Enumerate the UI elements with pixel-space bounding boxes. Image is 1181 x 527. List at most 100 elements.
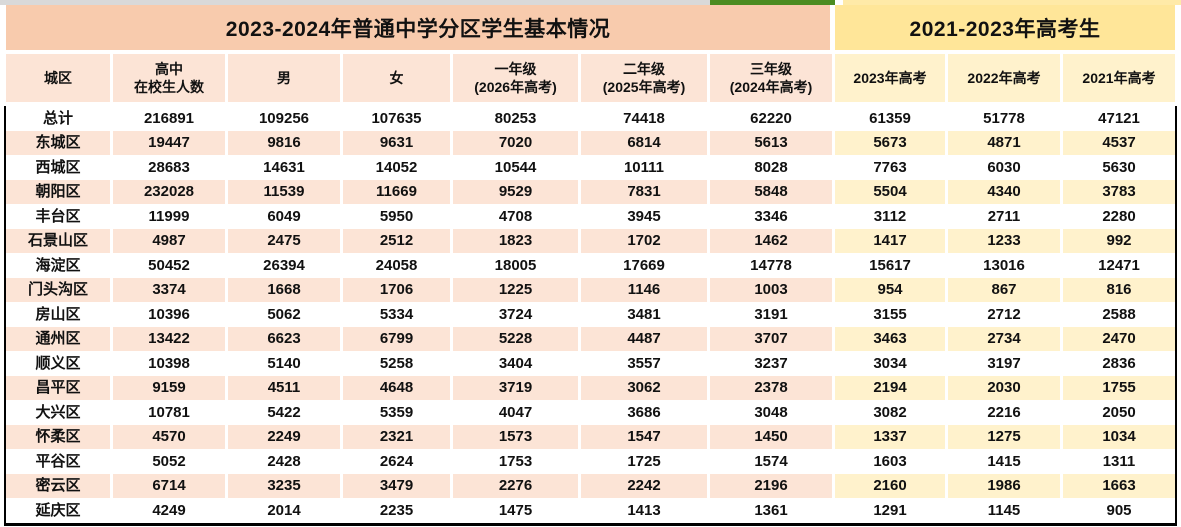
cell-grade3[interactable]: 1574	[710, 449, 835, 474]
cell-grade1[interactable]: 7020	[453, 130, 581, 156]
cell-male[interactable]: 14631	[228, 155, 343, 180]
cell-hs-total[interactable]: 4249	[113, 498, 228, 523]
cell-grade1[interactable]: 5228	[453, 326, 581, 352]
cell-grade2[interactable]: 1547	[581, 424, 710, 450]
cell-grade1[interactable]: 1225	[453, 277, 581, 303]
cell-grade3[interactable]: 8028	[710, 155, 835, 180]
cell-female[interactable]: 107635	[343, 106, 453, 131]
cell-gaokao-2022[interactable]: 1986	[948, 473, 1063, 499]
cell-male[interactable]: 109256	[228, 106, 343, 131]
cell-female[interactable]: 5258	[343, 351, 453, 376]
cell-district[interactable]: 朝阳区	[6, 179, 113, 205]
cell-grade1[interactable]: 1573	[453, 424, 581, 450]
cell-hs-total[interactable]: 216891	[113, 106, 228, 131]
cell-grade2[interactable]: 3557	[581, 351, 710, 376]
column-header-gaokao-2022[interactable]: 2022年高考	[948, 54, 1063, 106]
cell-gaokao-2023[interactable]: 1337	[835, 424, 948, 450]
cell-gaokao-2021[interactable]: 2588	[1063, 302, 1175, 327]
cell-gaokao-2021[interactable]: 47121	[1063, 106, 1175, 131]
cell-grade3[interactable]: 1003	[710, 277, 835, 303]
cell-female[interactable]: 2624	[343, 449, 453, 474]
cell-gaokao-2022[interactable]: 13016	[948, 253, 1063, 278]
cell-female[interactable]: 9631	[343, 130, 453, 156]
cell-gaokao-2021[interactable]: 2280	[1063, 204, 1175, 229]
cell-hs-total[interactable]: 10781	[113, 400, 228, 425]
cell-male[interactable]: 2249	[228, 424, 343, 450]
cell-district[interactable]: 密云区	[6, 473, 113, 499]
cell-female[interactable]: 24058	[343, 253, 453, 278]
cell-gaokao-2022[interactable]: 2216	[948, 400, 1063, 425]
cell-grade3[interactable]: 62220	[710, 106, 835, 131]
cell-hs-total[interactable]: 5052	[113, 449, 228, 474]
cell-gaokao-2022[interactable]: 2734	[948, 326, 1063, 352]
cell-gaokao-2021[interactable]: 905	[1063, 498, 1175, 523]
cell-gaokao-2021[interactable]: 1663	[1063, 473, 1175, 499]
cell-male[interactable]: 9816	[228, 130, 343, 156]
cell-district[interactable]: 东城区	[6, 130, 113, 156]
cell-gaokao-2022[interactable]: 2030	[948, 375, 1063, 401]
cell-grade2[interactable]: 3686	[581, 400, 710, 425]
cell-gaokao-2022[interactable]: 4871	[948, 130, 1063, 156]
column-header-grade1[interactable]: 一年级 (2026年高考)	[453, 54, 581, 106]
cell-male[interactable]: 6623	[228, 326, 343, 352]
cell-gaokao-2023[interactable]: 3463	[835, 326, 948, 352]
cell-male[interactable]: 2014	[228, 498, 343, 523]
cell-male[interactable]: 26394	[228, 253, 343, 278]
cell-gaokao-2022[interactable]: 1415	[948, 449, 1063, 474]
cell-grade3[interactable]: 1462	[710, 228, 835, 254]
cell-gaokao-2023[interactable]: 2194	[835, 375, 948, 401]
cell-gaokao-2021[interactable]: 816	[1063, 277, 1175, 303]
cell-grade2[interactable]: 1702	[581, 228, 710, 254]
cell-male[interactable]: 5140	[228, 351, 343, 376]
cell-female[interactable]: 11669	[343, 179, 453, 205]
cell-district[interactable]: 丰台区	[6, 204, 113, 229]
cell-gaokao-2023[interactable]: 954	[835, 277, 948, 303]
right-section-title[interactable]: 2021-2023年高考生	[835, 5, 1175, 54]
cell-gaokao-2023[interactable]: 1291	[835, 498, 948, 523]
cell-female[interactable]: 2321	[343, 424, 453, 450]
cell-gaokao-2021[interactable]: 12471	[1063, 253, 1175, 278]
cell-gaokao-2022[interactable]: 2711	[948, 204, 1063, 229]
cell-district[interactable]: 昌平区	[6, 375, 113, 401]
column-header-gaokao-2023[interactable]: 2023年高考	[835, 54, 948, 106]
cell-female[interactable]: 2235	[343, 498, 453, 523]
cell-gaokao-2021[interactable]: 1034	[1063, 424, 1175, 450]
cell-gaokao-2022[interactable]: 51778	[948, 106, 1063, 131]
cell-grade2[interactable]: 6814	[581, 130, 710, 156]
cell-gaokao-2022[interactable]: 4340	[948, 179, 1063, 205]
cell-district[interactable]: 海淀区	[6, 253, 113, 278]
cell-grade1[interactable]: 2276	[453, 473, 581, 499]
cell-grade2[interactable]: 2242	[581, 473, 710, 499]
cell-grade1[interactable]: 18005	[453, 253, 581, 278]
column-header-grade3[interactable]: 三年级 (2024年高考)	[710, 54, 835, 106]
cell-gaokao-2022[interactable]: 867	[948, 277, 1063, 303]
cell-female[interactable]: 4648	[343, 375, 453, 401]
cell-gaokao-2021[interactable]: 4537	[1063, 130, 1175, 156]
cell-male[interactable]: 6049	[228, 204, 343, 229]
cell-gaokao-2022[interactable]: 1145	[948, 498, 1063, 523]
cell-grade2[interactable]: 3945	[581, 204, 710, 229]
cell-gaokao-2023[interactable]: 5504	[835, 179, 948, 205]
cell-hs-total[interactable]: 13422	[113, 326, 228, 352]
cell-gaokao-2021[interactable]: 2836	[1063, 351, 1175, 376]
cell-grade1[interactable]: 4708	[453, 204, 581, 229]
cell-gaokao-2022[interactable]: 1233	[948, 228, 1063, 254]
cell-grade1[interactable]: 3404	[453, 351, 581, 376]
cell-grade1[interactable]: 1823	[453, 228, 581, 254]
cell-grade1[interactable]: 3719	[453, 375, 581, 401]
cell-gaokao-2023[interactable]: 15617	[835, 253, 948, 278]
cell-gaokao-2023[interactable]: 61359	[835, 106, 948, 131]
cell-grade2[interactable]: 3481	[581, 302, 710, 327]
cell-grade3[interactable]: 3237	[710, 351, 835, 376]
cell-grade2[interactable]: 1146	[581, 277, 710, 303]
cell-female[interactable]: 14052	[343, 155, 453, 180]
cell-grade1[interactable]: 4047	[453, 400, 581, 425]
cell-grade2[interactable]: 1413	[581, 498, 710, 523]
cell-gaokao-2022[interactable]: 1275	[948, 424, 1063, 450]
cell-gaokao-2022[interactable]: 2712	[948, 302, 1063, 327]
column-header-gaokao-2021[interactable]: 2021年高考	[1063, 54, 1175, 106]
cell-female[interactable]: 2512	[343, 228, 453, 254]
cell-grade2[interactable]: 3062	[581, 375, 710, 401]
cell-female[interactable]: 1706	[343, 277, 453, 303]
cell-grade3[interactable]: 5613	[710, 130, 835, 156]
